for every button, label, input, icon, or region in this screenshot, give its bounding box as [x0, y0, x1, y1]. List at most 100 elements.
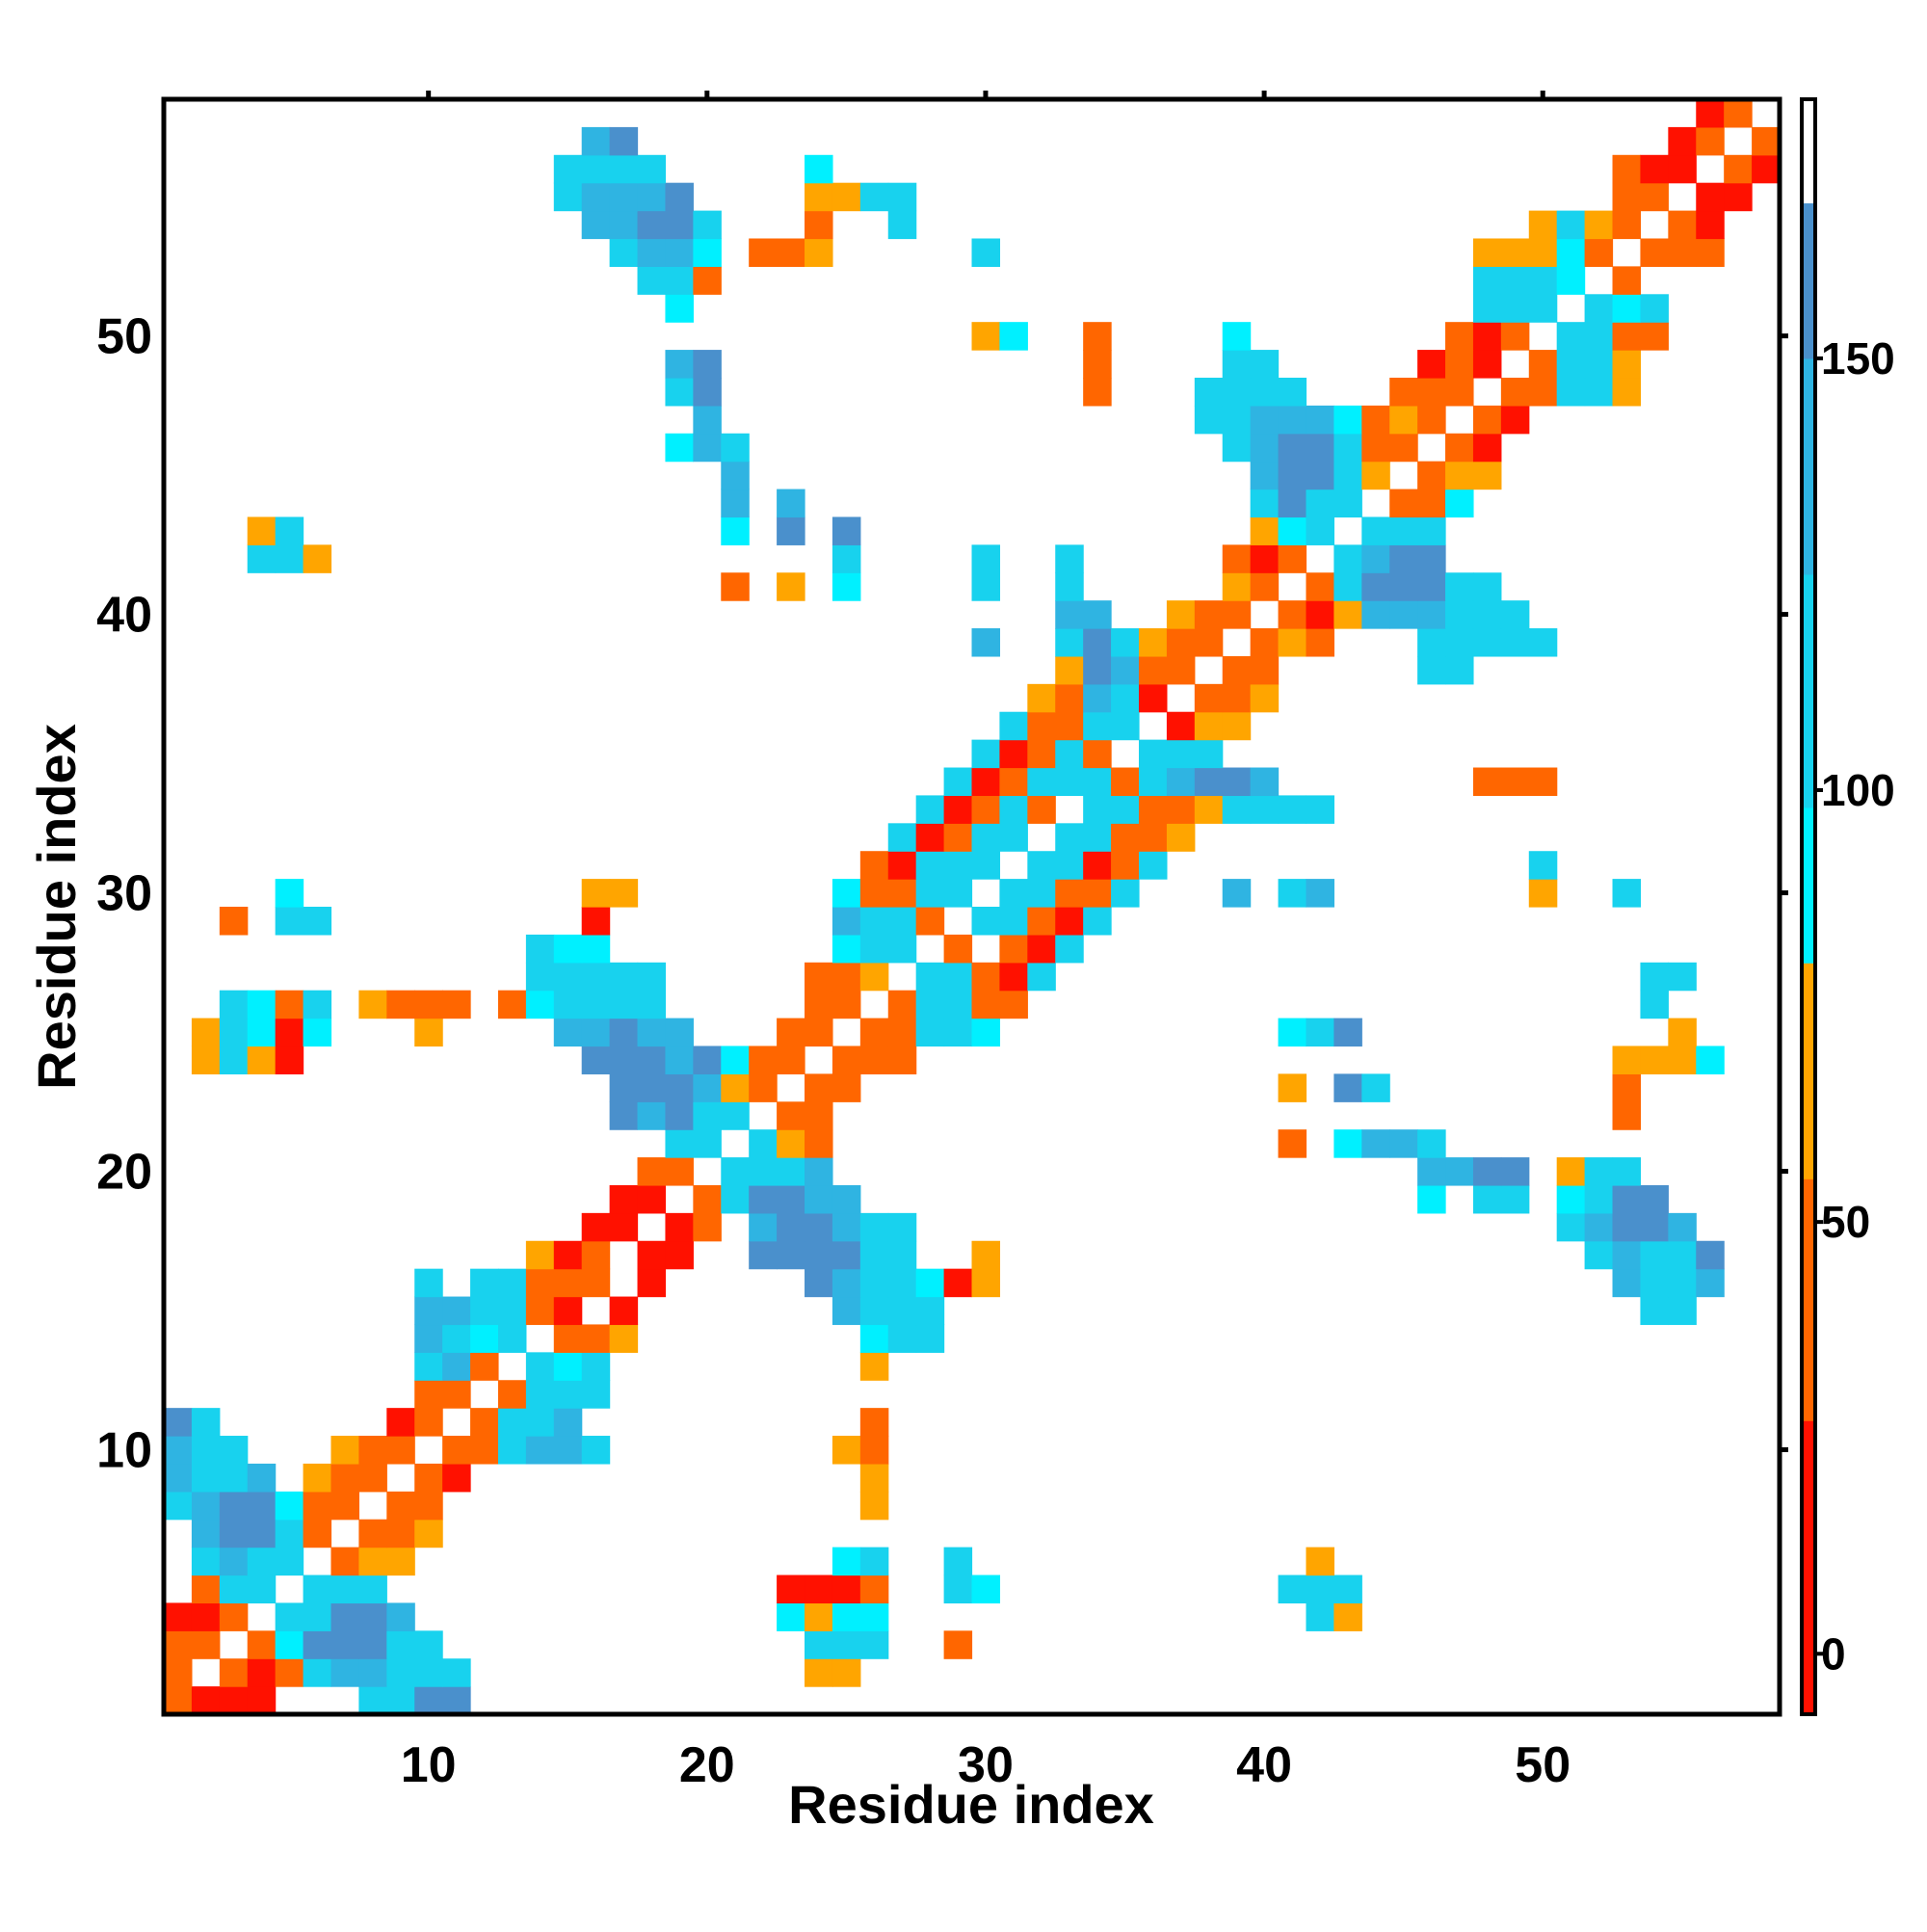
- heatmap-cell: [721, 1045, 750, 1074]
- heatmap-cell: [999, 879, 1028, 908]
- heatmap-cell: [1361, 405, 1390, 435]
- heatmap-cell: [665, 182, 694, 212]
- colorbar-tick-label: 50: [1821, 1197, 1870, 1247]
- heatmap-cell: [1445, 489, 1474, 518]
- heatmap-cell: [581, 1240, 611, 1270]
- heatmap-cell: [832, 879, 861, 908]
- heatmap-cell: [609, 1296, 639, 1326]
- heatmap-cell: [1445, 350, 1474, 379]
- heatmap-cell: [470, 1436, 499, 1465]
- heatmap-cell: [470, 1408, 499, 1437]
- heatmap-cell: [1361, 600, 1390, 629]
- heatmap-cell: [1027, 683, 1056, 713]
- heatmap-cell: [999, 795, 1028, 824]
- heatmap-cell: [1083, 851, 1112, 880]
- heatmap-cell: [442, 1658, 471, 1687]
- heatmap-cell: [1278, 377, 1307, 407]
- heatmap-cell: [1696, 99, 1725, 128]
- heatmap-cell: [1111, 711, 1140, 741]
- heatmap-cell: [386, 1519, 415, 1548]
- heatmap-cell: [859, 1463, 889, 1493]
- heatmap-cell: [1640, 294, 1669, 323]
- heatmap-cell: [1333, 433, 1362, 463]
- heatmap-cell: [1333, 1129, 1362, 1158]
- heatmap-cell: [1556, 1212, 1586, 1242]
- heatmap-cell: [386, 1630, 415, 1659]
- heatmap-cell: [1640, 962, 1669, 992]
- heatmap-cell: [1417, 600, 1446, 629]
- heatmap-cell: [609, 182, 639, 212]
- heatmap-cell: [1640, 1240, 1669, 1270]
- heatmap-cell: [859, 1268, 889, 1298]
- heatmap-cell: [859, 879, 889, 908]
- heatmap-cell: [887, 879, 917, 908]
- heatmap-cell: [665, 1018, 694, 1047]
- colorbar-segment: [1802, 99, 1815, 204]
- heatmap-cell: [1640, 322, 1669, 351]
- heatmap-cell: [609, 1324, 639, 1353]
- heatmap-cell: [665, 1240, 694, 1270]
- colorbar-segment: [1802, 1178, 1815, 1421]
- heatmap-cell: [1083, 377, 1112, 407]
- heatmap-cell: [832, 544, 861, 573]
- heatmap-cell: [581, 934, 611, 964]
- heatmap-cell: [1194, 600, 1224, 629]
- heatmap-cell: [777, 572, 805, 601]
- heatmap-cell: [553, 1380, 583, 1409]
- heatmap-cell: [1528, 238, 1558, 267]
- heatmap-cell: [887, 823, 917, 852]
- heatmap-cell: [1111, 879, 1140, 908]
- heatmap-cell: [1166, 628, 1196, 657]
- heatmap-cell: [832, 516, 861, 545]
- heatmap-cell: [164, 1630, 193, 1659]
- heatmap-cell: [693, 1073, 722, 1102]
- heatmap-cell: [1278, 628, 1307, 657]
- heatmap-cell: [1389, 544, 1418, 573]
- heatmap-cell: [749, 1184, 778, 1214]
- heatmap-cell: [1083, 711, 1112, 741]
- heatmap-cell: [581, 1045, 611, 1074]
- heatmap-cell: [832, 1658, 861, 1687]
- heatmap-cell: [1668, 1018, 1697, 1047]
- heatmap-cell: [219, 990, 249, 1019]
- heatmap-cell: [275, 879, 304, 908]
- heatmap-cell: [637, 1073, 667, 1102]
- heatmap-cell: [581, 1018, 611, 1047]
- heatmap-cell: [1111, 767, 1140, 797]
- heatmap-cell: [1222, 655, 1252, 685]
- heatmap-cell: [219, 1658, 249, 1687]
- heatmap-cell: [442, 1352, 471, 1381]
- heatmap-cell: [609, 210, 639, 240]
- heatmap-cell: [887, 1212, 917, 1242]
- heatmap-cell: [330, 1547, 359, 1576]
- heatmap-cell: [859, 1212, 889, 1242]
- heatmap-cell: [275, 544, 304, 573]
- heatmap-cell: [665, 377, 694, 407]
- heatmap-cell: [1528, 628, 1558, 657]
- heatmap-cell: [1083, 350, 1112, 379]
- heatmap-cell: [665, 1212, 694, 1242]
- heatmap-cell: [777, 489, 805, 518]
- heatmap-cell: [637, 1240, 667, 1270]
- heatmap-cell: [191, 1686, 221, 1715]
- heatmap-cell: [525, 962, 555, 992]
- heatmap-cell: [497, 990, 527, 1019]
- heatmap-cell: [1361, 461, 1390, 490]
- heatmap-cell: [1222, 683, 1252, 713]
- heatmap-cell: [470, 1268, 499, 1298]
- heatmap-cell: [777, 238, 805, 267]
- heatmap-cell: [1194, 795, 1224, 824]
- heatmap-cell: [1472, 266, 1502, 295]
- heatmap-cell: [777, 1184, 805, 1214]
- heatmap-cell: [805, 990, 833, 1019]
- heatmap-cell: [971, 628, 1001, 657]
- heatmap-cell: [414, 990, 443, 1019]
- heatmap-cell: [358, 1547, 387, 1576]
- heatmap-cell: [303, 1018, 332, 1047]
- heatmap-cell: [1306, 405, 1334, 435]
- heatmap-cell: [1472, 461, 1502, 490]
- heatmap-cell: [1166, 711, 1196, 741]
- heatmap-cell: [1500, 294, 1530, 323]
- heatmap-cell: [637, 210, 667, 240]
- heatmap-cell: [1027, 711, 1056, 741]
